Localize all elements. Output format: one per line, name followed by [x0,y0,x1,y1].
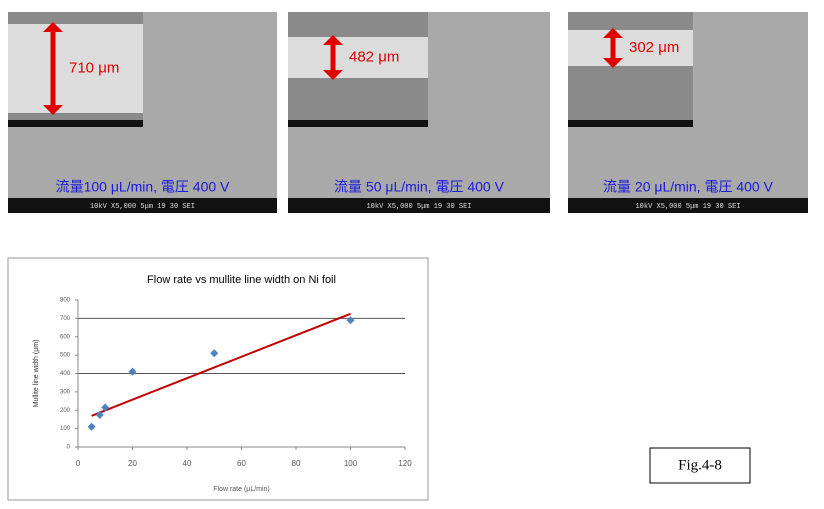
inset [568,12,693,127]
y-tick-label: 100 [60,426,71,432]
scalebar-text: 10kV X5,000 5μm 19 30 SEI [90,203,195,211]
width-label: 710 μm [69,59,119,76]
inset-line [288,37,428,78]
y-tick-label: 700 [60,316,71,322]
data-point [101,403,110,412]
x-tick-label: 0 [76,459,81,468]
inset-bar [568,120,693,127]
y-tick-label: 200 [60,408,71,414]
data-point [210,349,219,358]
x-tick-label: 20 [128,459,137,468]
x-tick-label: 80 [292,459,301,468]
arrow-head [43,22,63,115]
data-point [87,422,96,431]
chart-title: Flow rate vs mullite line width on Ni fo… [147,274,336,286]
inset-line [8,24,143,113]
info-bar [8,198,277,213]
y-tick-label: 800 [60,298,71,304]
inset-line [568,30,693,66]
scalebar-text: 10kV X5,000 5μm 19 30 SEI [366,203,471,211]
x-tick-label: 100 [344,459,358,468]
y-tick-label: 400 [60,371,71,377]
info-bar [288,198,550,213]
width-label: 302 μm [629,39,679,56]
scalebar-text: 10kV X5,000 5μm 19 30 SEI [635,203,740,211]
inset-bar [288,120,428,127]
x-tick-label: 40 [183,459,192,468]
info-bar [568,198,808,213]
arrow-head [323,35,343,80]
width-label: 482 μm [349,48,399,65]
figure-label: Fig.4-8 [678,457,722,473]
x-tick-label: 120 [398,459,412,468]
figure-label-box [649,447,751,484]
x-axis-label: Flow rate (μL/min) [213,486,270,493]
arrow-head [603,28,623,68]
trendline [91,312,351,417]
y-axis-label: Mullite line width (μm) [33,340,40,408]
caption: 流量100 μL/min, 電圧 400 V [56,179,230,195]
y-tick-label: 600 [60,334,71,340]
x-tick-label: 60 [237,459,246,468]
inset-bar [8,120,143,127]
y-tick-label: 300 [60,389,71,395]
data-point [95,410,104,419]
chart-border [7,257,429,501]
y-tick-label: 0 [67,445,71,451]
data-point [128,367,137,376]
caption: 流量 50 μL/min, 電圧 400 V [334,179,505,195]
caption: 流量 20 μL/min, 電圧 400 V [603,179,774,195]
data-point [346,316,355,325]
y-tick-label: 500 [60,353,71,359]
